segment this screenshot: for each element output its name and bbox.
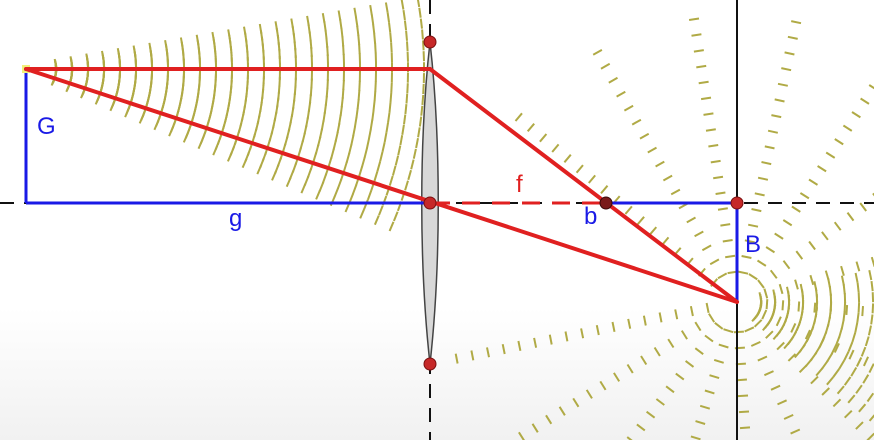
label-object-distance: g	[229, 205, 242, 232]
label-image-distance: b	[584, 203, 597, 230]
lens-top-point[interactable]	[423, 35, 437, 49]
label-image-height: B	[745, 231, 761, 258]
central-ray	[24, 67, 739, 304]
wavefront-object-side	[50, 0, 425, 232]
wavefront-image-side	[454, 17, 874, 440]
wavefront-pattern	[50, 0, 874, 440]
construction-rays	[24, 67, 739, 304]
lens-center-point[interactable]	[423, 196, 437, 210]
image-plane-point[interactable]	[730, 196, 744, 210]
lens-bottom-point[interactable]	[423, 357, 437, 371]
refracted-focal-ray	[428, 67, 739, 304]
label-object-height: G	[37, 113, 56, 140]
control-points[interactable]	[423, 35, 744, 371]
label-focal-length: f	[516, 171, 523, 198]
focal-point[interactable]	[599, 196, 613, 210]
wavefront-beyond-image	[751, 270, 874, 422]
